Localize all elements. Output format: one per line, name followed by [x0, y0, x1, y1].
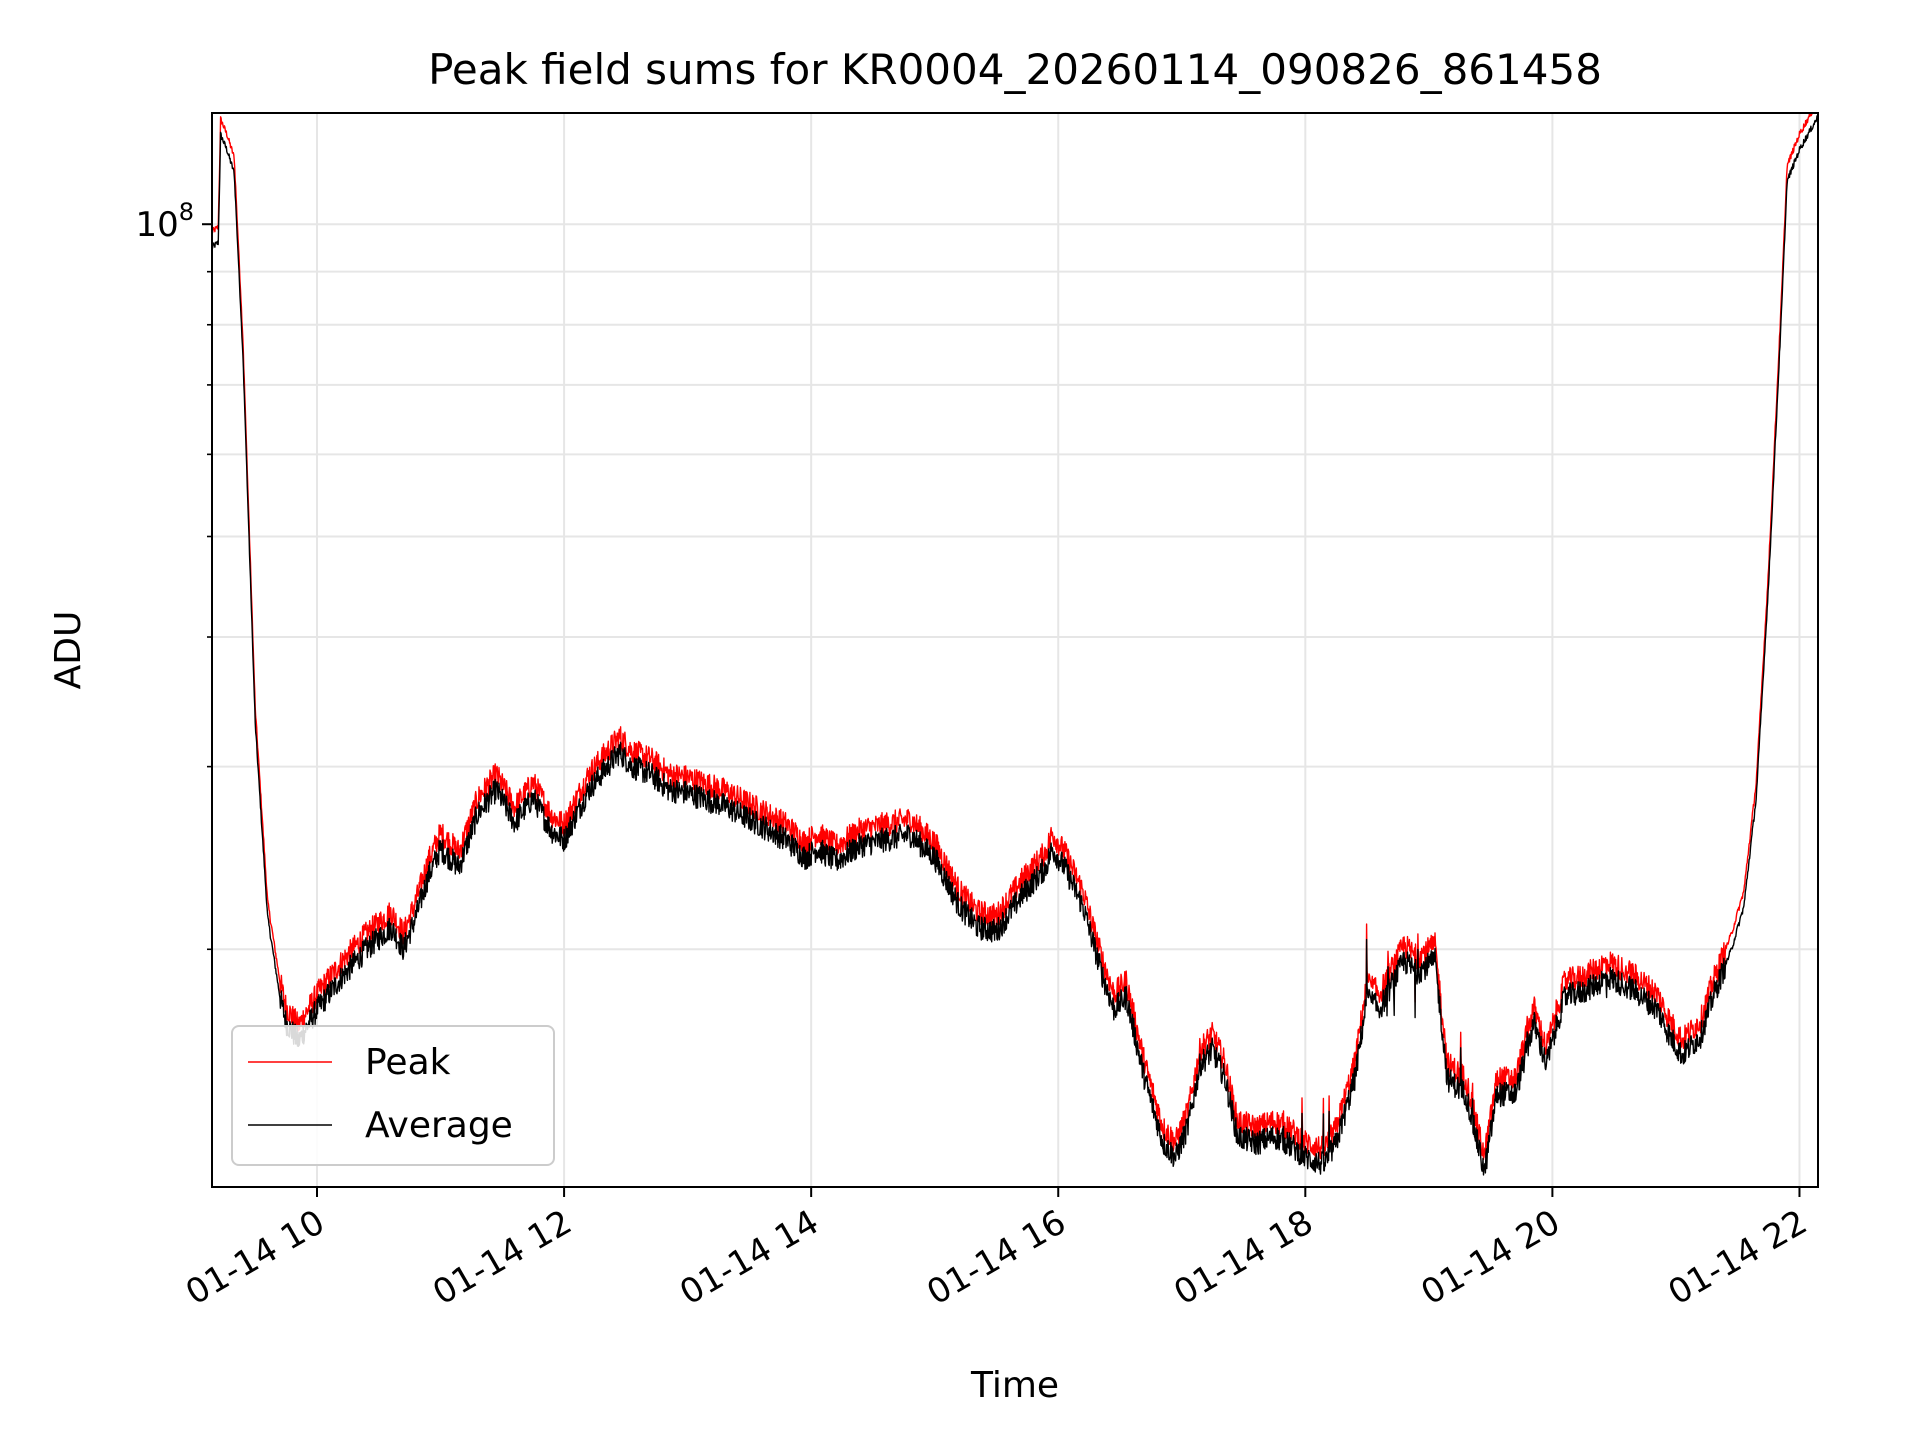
x-ticks: 01-14 10 01-14 12 01-14 14 01-14 16 01-14 18… — [179, 1187, 1814, 1313]
x-tick-label: 01-14 18 — [1167, 1202, 1319, 1313]
legend-average-label: Average — [365, 1105, 513, 1146]
legend-peak-label: Peak — [365, 1042, 451, 1083]
x-tick-label: 01-14 10 — [179, 1202, 331, 1313]
x-axis-label: Time — [970, 1365, 1059, 1406]
series-line-average — [211, 115, 1819, 1176]
y-tick-label: 108 — [135, 198, 194, 245]
x-tick-label: 01-14 16 — [920, 1202, 1072, 1313]
legend-box — [231, 1025, 555, 1166]
y-tick-base: 10 — [135, 205, 178, 245]
x-tick-label: 01-14 22 — [1662, 1202, 1814, 1313]
x-tick-label: 01-14 12 — [426, 1202, 578, 1313]
legend: Peak Average — [231, 1025, 555, 1166]
series-layer — [211, 112, 1819, 1176]
y-ticks: 108 — [135, 198, 212, 951]
y-tick-exponent: 8 — [179, 198, 194, 226]
y-axis-label: ADU — [48, 611, 89, 690]
series-line-peak — [211, 112, 1819, 1161]
grid — [212, 113, 1818, 1187]
x-tick-label: 01-14 20 — [1414, 1202, 1566, 1313]
axes-frame — [211, 112, 1819, 1188]
chart-title: Peak field sums for KR0004_20260114_0908… — [428, 45, 1602, 94]
x-tick-label: 01-14 14 — [673, 1202, 825, 1313]
